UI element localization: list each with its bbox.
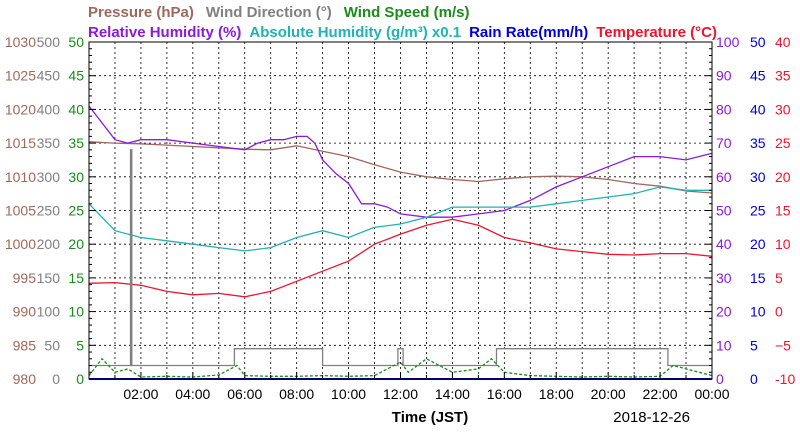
y-tick-label-pressure: 990 xyxy=(13,304,37,320)
x-axis-label: Time (JST) xyxy=(392,409,468,426)
grid xyxy=(89,42,712,379)
y-tick-label-wind_speed: 40 xyxy=(68,101,84,117)
x-tick-label: 00:00 xyxy=(694,386,729,402)
y-tick-label-rain: 5 xyxy=(750,337,758,353)
x-tick-label: 06:00 xyxy=(227,386,262,402)
legend-rh: Relative Humidity (%) xyxy=(88,24,241,41)
series-wind_dir xyxy=(89,149,712,367)
y-tick-label-wind_speed: 25 xyxy=(68,203,84,219)
x-tick-label: 10:00 xyxy=(331,386,366,402)
legend-rain: Rain Rate(mm/h) xyxy=(469,24,588,41)
legend-pressure: Pressure (hPa) xyxy=(88,4,194,21)
y-tick-label-pressure: 1030 xyxy=(5,34,36,50)
y-tick-label-wind_speed: 45 xyxy=(68,68,84,84)
y-tick-label-wind_dir: 350 xyxy=(37,135,61,151)
y-tick-label-wind_speed: 10 xyxy=(68,304,84,320)
y-tick-label-wind_speed: 35 xyxy=(68,135,84,151)
y-tick-label-temp: 10 xyxy=(775,236,791,252)
y-tick-label-wind_dir: 200 xyxy=(37,236,61,252)
y-tick-label-pressure: 1010 xyxy=(5,169,36,185)
x-tick-label: 04:00 xyxy=(175,386,210,402)
y-tick-label-pressure: 1020 xyxy=(5,101,36,117)
y-tick-label-rain: 45 xyxy=(750,68,766,84)
y-tick-label-temp: −5 xyxy=(775,337,791,353)
y-tick-label-pressure: 1000 xyxy=(5,236,36,252)
y-tick-label-rh: 80 xyxy=(716,101,732,117)
y-tick-label-temp: 15 xyxy=(775,203,791,219)
series-ah xyxy=(88,186,712,252)
y-tick-label-temp: 20 xyxy=(775,169,791,185)
y-tick-label-wind_speed: 30 xyxy=(68,169,84,185)
y-tick-label-pressure: 1025 xyxy=(5,68,36,84)
series-pressure xyxy=(88,141,713,194)
series-temp xyxy=(88,218,713,298)
y-tick-label-pressure: 1015 xyxy=(5,135,36,151)
y-tick-label-rh: 0 xyxy=(716,371,724,387)
y-tick-label-wind_dir: 0 xyxy=(52,371,60,387)
y-tick-label-temp: 30 xyxy=(775,101,791,117)
y-tick-label-wind_speed: 0 xyxy=(76,371,84,387)
legend-temp: Temperature (°C) xyxy=(596,24,717,41)
y-tick-label-rain: 50 xyxy=(750,34,766,50)
y-tick-label-pressure: 980 xyxy=(13,371,37,387)
y-tick-label-temp: 40 xyxy=(775,34,791,50)
y-tick-label-temp: 5 xyxy=(775,270,783,286)
y-tick-label-temp: 35 xyxy=(775,68,791,84)
y-tick-label-rh: 50 xyxy=(716,203,732,219)
x-tick-label: 12:00 xyxy=(383,386,418,402)
y-tick-label-rh: 10 xyxy=(716,337,732,353)
series-rh xyxy=(88,105,713,218)
y-tick-label-pressure: 1005 xyxy=(5,203,36,219)
y-tick-label-rh: 100 xyxy=(716,34,740,50)
x-axis: 02:00 04:00 06:00 08:00 10:00 12:00 14:00 16:00… xyxy=(114,372,730,402)
y-tick-label-rain: 10 xyxy=(750,304,766,320)
legend: Pressure (hPa) Wind Direction (°) Wind Spe… xyxy=(88,4,717,41)
y-tick-label-rain: 20 xyxy=(750,236,766,252)
x-tick-label: 22:00 xyxy=(643,386,678,402)
y-tick-label-wind_dir: 450 xyxy=(37,68,61,84)
y-tick-label-wind_dir: 500 xyxy=(37,34,61,50)
date-label: 2018-12-26 xyxy=(613,409,690,426)
y-tick-label-temp: 0 xyxy=(775,304,783,320)
x-tick-label: 02:00 xyxy=(123,386,158,402)
y-tick-label-pressure: 995 xyxy=(13,270,37,286)
y-tick-label-rh: 70 xyxy=(716,135,732,151)
legend-wind_dir: Wind Direction (°) xyxy=(206,4,332,21)
y-tick-label-rh: 90 xyxy=(716,68,732,84)
y-tick-label-wind_dir: 400 xyxy=(37,101,61,117)
y-tick-label-wind_dir: 150 xyxy=(37,270,61,286)
y-tick-label-wind_dir: 50 xyxy=(44,337,60,353)
y-tick-label-rh: 40 xyxy=(716,236,732,252)
y-tick-label-rain: 25 xyxy=(750,203,766,219)
axes: 9809859909951000100510101015102010251030… xyxy=(5,34,796,387)
y-tick-label-rain: 0 xyxy=(750,371,758,387)
y-tick-label-rain: 35 xyxy=(750,135,766,151)
y-tick-label-rh: 20 xyxy=(716,304,732,320)
x-tick-label: 16:00 xyxy=(487,386,522,402)
x-tick-label: 08:00 xyxy=(279,386,314,402)
y-tick-label-wind_dir: 250 xyxy=(37,203,61,219)
x-tick-label: 18:00 xyxy=(539,386,574,402)
y-tick-label-rh: 30 xyxy=(716,270,732,286)
y-tick-label-rain: 15 xyxy=(750,270,766,286)
y-tick-label-wind_speed: 15 xyxy=(68,270,84,286)
legend-wind_speed: Wind Speed (m/s) xyxy=(344,4,470,21)
y-tick-label-wind_speed: 5 xyxy=(76,337,84,353)
y-tick-label-rain: 40 xyxy=(750,101,766,117)
y-tick-label-wind_speed: 50 xyxy=(68,34,84,50)
legend-ah: Absolute Humidity (g/m³) x0.1 xyxy=(249,24,461,41)
x-tick-label: 14:00 xyxy=(435,386,470,402)
y-tick-label-wind_dir: 300 xyxy=(37,169,61,185)
y-tick-label-pressure: 985 xyxy=(13,337,37,353)
y-tick-label-temp: -10 xyxy=(775,371,795,387)
y-tick-label-rh: 60 xyxy=(716,169,732,185)
y-tick-label-wind_speed: 20 xyxy=(68,236,84,252)
y-tick-label-temp: 25 xyxy=(775,135,791,151)
x-tick-label: 20:00 xyxy=(591,386,626,402)
y-tick-label-rain: 30 xyxy=(750,169,766,185)
y-tick-label-wind_dir: 100 xyxy=(37,304,61,320)
